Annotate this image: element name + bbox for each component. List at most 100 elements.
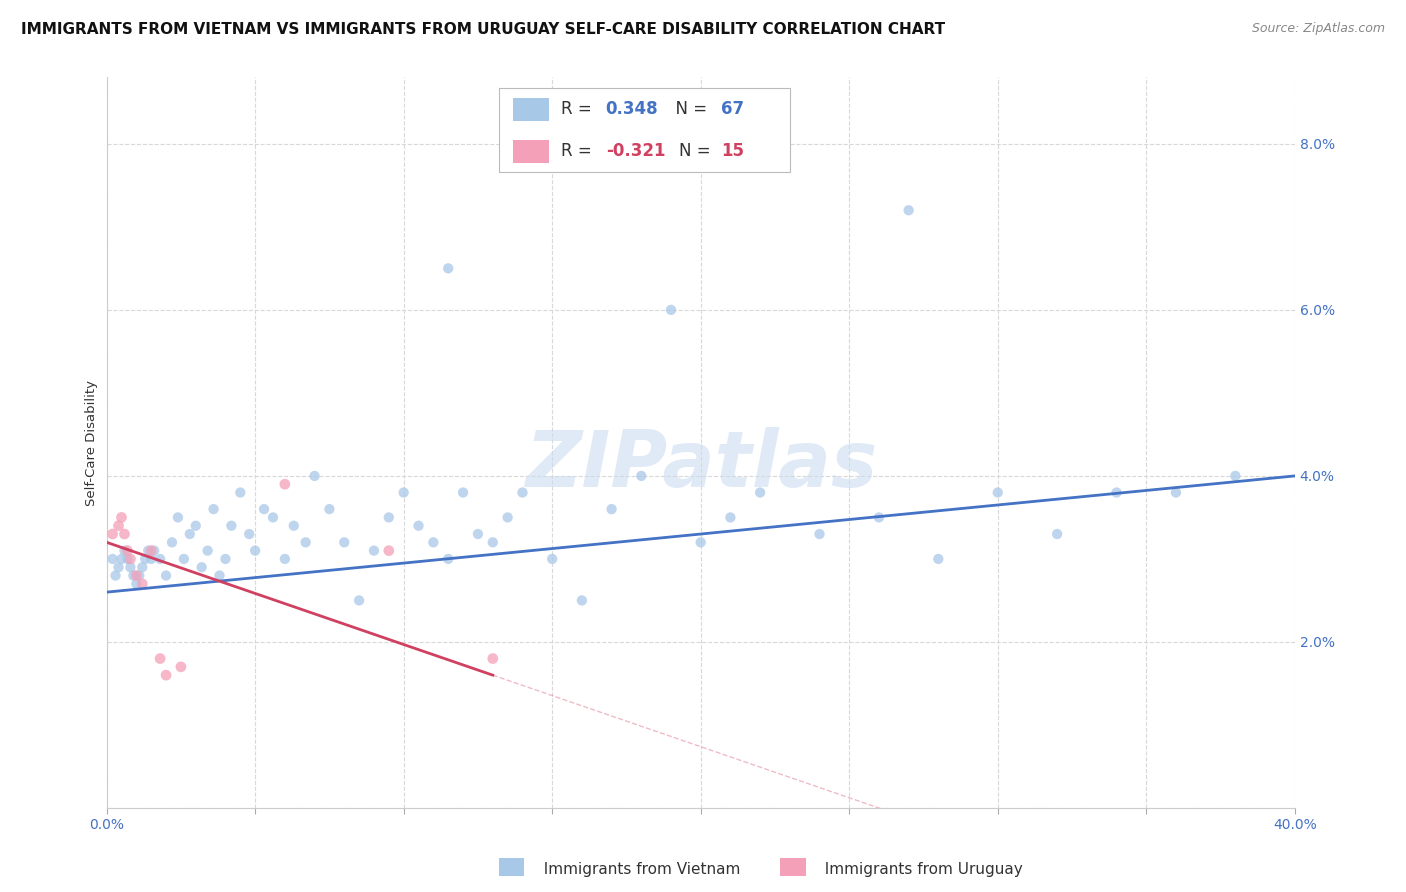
Point <box>202 502 225 516</box>
Point <box>392 485 415 500</box>
Point <box>143 543 166 558</box>
Point <box>149 552 172 566</box>
Point <box>114 527 136 541</box>
Point <box>110 552 132 566</box>
Point <box>333 535 356 549</box>
Point <box>104 568 127 582</box>
Point <box>110 510 132 524</box>
Point <box>155 668 177 682</box>
Point <box>600 502 623 516</box>
Point <box>481 535 503 549</box>
Point <box>208 568 231 582</box>
Point <box>128 568 150 582</box>
Point <box>1164 485 1187 500</box>
Point <box>221 518 243 533</box>
Point <box>718 510 741 524</box>
Point <box>659 302 682 317</box>
Text: 15: 15 <box>721 143 744 161</box>
Point <box>122 568 145 582</box>
Point <box>1225 469 1247 483</box>
Text: Source: ZipAtlas.com: Source: ZipAtlas.com <box>1251 22 1385 36</box>
Text: N =: N = <box>665 101 713 119</box>
Text: R =: R = <box>561 101 596 119</box>
Text: Immigrants from Vietnam: Immigrants from Vietnam <box>534 863 741 877</box>
Text: IMMIGRANTS FROM VIETNAM VS IMMIGRANTS FROM URUGUAY SELF-CARE DISABILITY CORRELAT: IMMIGRANTS FROM VIETNAM VS IMMIGRANTS FR… <box>21 22 945 37</box>
Point <box>141 552 163 566</box>
Point <box>125 568 148 582</box>
Point <box>378 543 401 558</box>
Point <box>630 469 652 483</box>
Point <box>541 552 564 566</box>
Text: ZIPatlas: ZIPatlas <box>524 426 877 502</box>
Point <box>749 485 772 500</box>
Point <box>167 510 190 524</box>
Point <box>131 577 153 591</box>
Point <box>294 535 316 549</box>
Point <box>274 552 297 566</box>
Point <box>155 568 177 582</box>
Point <box>114 543 136 558</box>
Point <box>101 552 124 566</box>
Point <box>868 510 890 524</box>
Point <box>496 510 519 524</box>
Point <box>481 651 503 665</box>
Point <box>134 552 156 566</box>
Text: N =: N = <box>679 143 716 161</box>
Point <box>214 552 236 566</box>
Point <box>107 518 129 533</box>
Point <box>347 593 370 607</box>
Point <box>363 543 385 558</box>
Point <box>238 527 260 541</box>
Point <box>107 560 129 574</box>
Point <box>422 535 444 549</box>
Text: 67: 67 <box>721 101 744 119</box>
Text: R =: R = <box>561 143 596 161</box>
Point <box>160 535 183 549</box>
Point <box>304 469 326 483</box>
Point <box>437 261 460 276</box>
Point <box>318 502 340 516</box>
FancyBboxPatch shape <box>499 88 790 172</box>
Y-axis label: Self-Care Disability: Self-Care Disability <box>86 380 98 506</box>
Point <box>927 552 949 566</box>
Point <box>197 543 219 558</box>
Point <box>571 593 593 607</box>
Point <box>149 651 172 665</box>
Point <box>117 552 139 566</box>
Point <box>1105 485 1128 500</box>
Point <box>512 485 534 500</box>
Point <box>378 510 401 524</box>
Point <box>131 560 153 574</box>
Point <box>451 485 474 500</box>
Point <box>253 502 276 516</box>
Point <box>987 485 1010 500</box>
Text: 0.348: 0.348 <box>606 101 658 119</box>
Point <box>229 485 252 500</box>
Point <box>274 477 297 491</box>
Point <box>243 543 266 558</box>
Point <box>283 518 305 533</box>
Point <box>125 577 148 591</box>
Point <box>897 203 920 218</box>
FancyBboxPatch shape <box>513 98 548 121</box>
Point <box>437 552 460 566</box>
Point <box>184 518 207 533</box>
Point <box>117 543 139 558</box>
Point <box>190 560 212 574</box>
Point <box>179 527 201 541</box>
FancyBboxPatch shape <box>513 140 548 163</box>
Point <box>689 535 711 549</box>
Point <box>808 527 831 541</box>
Point <box>141 543 163 558</box>
Point <box>136 543 159 558</box>
Point <box>262 510 284 524</box>
Point <box>120 552 142 566</box>
Point <box>1046 527 1069 541</box>
Text: Immigrants from Uruguay: Immigrants from Uruguay <box>815 863 1024 877</box>
Point <box>170 660 193 674</box>
Point <box>467 527 489 541</box>
Point <box>101 527 124 541</box>
Text: -0.321: -0.321 <box>606 143 665 161</box>
Point <box>173 552 195 566</box>
Point <box>408 518 430 533</box>
